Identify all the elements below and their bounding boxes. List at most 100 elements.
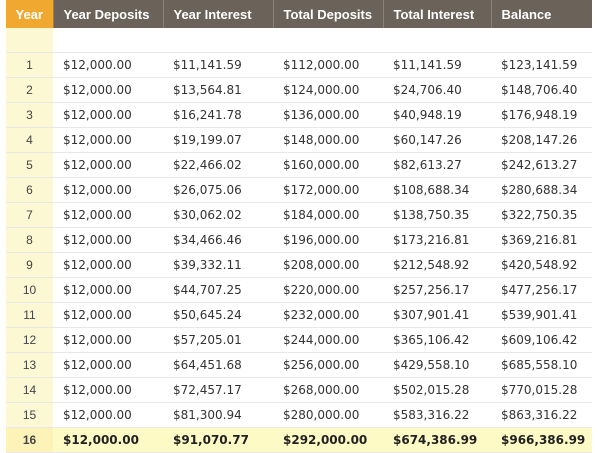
cell-year: 13 (6, 352, 53, 378)
cell-year-deposits: $12,000.00 (53, 352, 163, 378)
cell-year-interest: $39,332.11 (163, 252, 273, 278)
amortization-schedule: Year Year Deposits Year Interest Total D… (6, 0, 592, 453)
cell-balance: $123,141.59 (491, 52, 592, 78)
cell-year-interest: $30,062.02 (163, 202, 273, 228)
cell-total-deposits: $256,000.00 (273, 352, 383, 378)
cell-balance: $208,147.26 (491, 127, 592, 153)
cell-year-interest: $72,457.17 (163, 377, 273, 403)
cell-total-deposits: $292,000.00 (273, 427, 383, 453)
cell-total-interest: $40,948.19 (383, 102, 491, 128)
cell-year: 9 (6, 252, 53, 278)
cell-year-interest: $64,451.68 (163, 352, 273, 378)
cell-total-interest: $11,141.59 (383, 52, 491, 78)
cell-total-interest: $257,256.17 (383, 277, 491, 303)
cell-year-deposits: $12,000.00 (53, 327, 163, 353)
cell-year: 3 (6, 102, 53, 128)
cell-balance: $685,558.10 (491, 352, 592, 378)
cell-balance: $863,316.22 (491, 402, 592, 428)
cell-year: 1 (6, 52, 53, 78)
cell-year-interest: $26,075.06 (163, 177, 273, 203)
cell-total-deposits: $160,000.00 (273, 152, 383, 178)
cell-total-deposits: $184,000.00 (273, 202, 383, 228)
cell-year-deposits: $12,000.00 (53, 202, 163, 228)
cell-total-interest: $365,106.42 (383, 327, 491, 353)
cell-total-deposits: $196,000.00 (273, 227, 383, 253)
header-year-deposits: Year Deposits (53, 0, 164, 28)
cell-total-deposits: $268,000.00 (273, 377, 383, 403)
cell-balance: $477,256.17 (491, 277, 592, 303)
cell-total-interest: $173,216.81 (383, 227, 491, 253)
table-row: 6 $12,000.00 $26,075.06 $172,000.00 $108,688… (6, 177, 592, 203)
cell-balance: $322,750.35 (491, 202, 592, 228)
cell-year: 5 (6, 152, 53, 178)
cell-balance: $609,106.42 (491, 327, 592, 353)
cell-year: 12 (6, 327, 53, 353)
cell-year-interest: $19,199.07 (163, 127, 273, 153)
cell-year-deposits: $12,000.00 (53, 152, 163, 178)
cell-total-deposits: $208,000.00 (273, 252, 383, 278)
header-total-deposits: Total Deposits (273, 0, 384, 28)
cell-balance: $176,948.19 (491, 102, 592, 128)
cell-year: 7 (6, 202, 53, 228)
cell-year-interest: $57,205.01 (163, 327, 273, 353)
table-row: 11 $12,000.00 $50,645.24 $232,000.00 $307,90… (6, 302, 592, 328)
table-row: 2 $12,000.00 $13,564.81 $124,000.00 $24,706.… (6, 77, 592, 103)
header-total-interest: Total Interest (383, 0, 492, 28)
spacer-cell (53, 28, 163, 53)
cell-year-interest: $13,564.81 (163, 77, 273, 103)
spacer-cell (383, 28, 491, 53)
table-row: 9 $12,000.00 $39,332.11 $208,000.00 $212,548… (6, 252, 592, 278)
cell-year-interest: $22,466.02 (163, 152, 273, 178)
cell-year: 8 (6, 227, 53, 253)
cell-year-deposits: $12,000.00 (53, 252, 163, 278)
cell-total-deposits: $220,000.00 (273, 277, 383, 303)
cell-year-interest: $81,300.94 (163, 402, 273, 428)
cell-balance: $148,706.40 (491, 77, 592, 103)
cell-year: 16 (6, 427, 53, 453)
cell-total-deposits: $136,000.00 (273, 102, 383, 128)
cell-year-deposits: $12,000.00 (53, 302, 163, 328)
cell-year: 4 (6, 127, 53, 153)
table-row: 12 $12,000.00 $57,205.01 $244,000.00 $365,10… (6, 327, 592, 353)
cell-total-interest: $502,015.28 (383, 377, 491, 403)
cell-year-deposits: $12,000.00 (53, 102, 163, 128)
table-row: 8 $12,000.00 $34,466.46 $196,000.00 $173,216… (6, 227, 592, 253)
spacer-cell (6, 28, 53, 53)
cell-year-deposits: $12,000.00 (53, 52, 163, 78)
cell-total-interest: $60,147.26 (383, 127, 491, 153)
cell-balance: $539,901.41 (491, 302, 592, 328)
schedule-table: Year Year Deposits Year Interest Total D… (6, 0, 592, 453)
table-row-final: 16 $12,000.00 $91,070.77 $292,000.00 $674,38… (6, 427, 592, 453)
cell-total-deposits: $244,000.00 (273, 327, 383, 353)
spacer-cell (491, 28, 592, 53)
cell-balance: $770,015.28 (491, 377, 592, 403)
spacer-cell (273, 28, 383, 53)
cell-year: 15 (6, 402, 53, 428)
cell-year-interest: $16,241.78 (163, 102, 273, 128)
cell-year-deposits: $12,000.00 (53, 427, 163, 453)
table-body: 1 $12,000.00 $11,141.59 $112,000.00 $11,141.… (6, 28, 592, 453)
cell-total-interest: $429,558.10 (383, 352, 491, 378)
cell-year-deposits: $12,000.00 (53, 127, 163, 153)
cell-total-deposits: $280,000.00 (273, 402, 383, 428)
cell-year-interest: $91,070.77 (163, 427, 273, 453)
cell-year: 10 (6, 277, 53, 303)
table-row: 7 $12,000.00 $30,062.02 $184,000.00 $138,750… (6, 202, 592, 228)
table-row: 3 $12,000.00 $16,241.78 $136,000.00 $40,948.… (6, 102, 592, 128)
cell-total-deposits: $172,000.00 (273, 177, 383, 203)
cell-year-deposits: $12,000.00 (53, 402, 163, 428)
header-year-interest: Year Interest (163, 0, 274, 28)
table-row: 15 $12,000.00 $81,300.94 $280,000.00 $583,31… (6, 402, 592, 428)
spacer-cell (163, 28, 273, 53)
table-row: 1 $12,000.00 $11,141.59 $112,000.00 $11,141.… (6, 52, 592, 78)
cell-year: 11 (6, 302, 53, 328)
cell-year-interest: $34,466.46 (163, 227, 273, 253)
cell-total-interest: $82,613.27 (383, 152, 491, 178)
header-year: Year (6, 0, 54, 28)
cell-total-interest: $138,750.35 (383, 202, 491, 228)
cell-total-interest: $674,386.99 (383, 427, 491, 453)
cell-total-interest: $583,316.22 (383, 402, 491, 428)
table-row: 5 $12,000.00 $22,466.02 $160,000.00 $82,613.… (6, 152, 592, 178)
table-row: 13 $12,000.00 $64,451.68 $256,000.00 $429,55… (6, 352, 592, 378)
cell-year-interest: $50,645.24 (163, 302, 273, 328)
